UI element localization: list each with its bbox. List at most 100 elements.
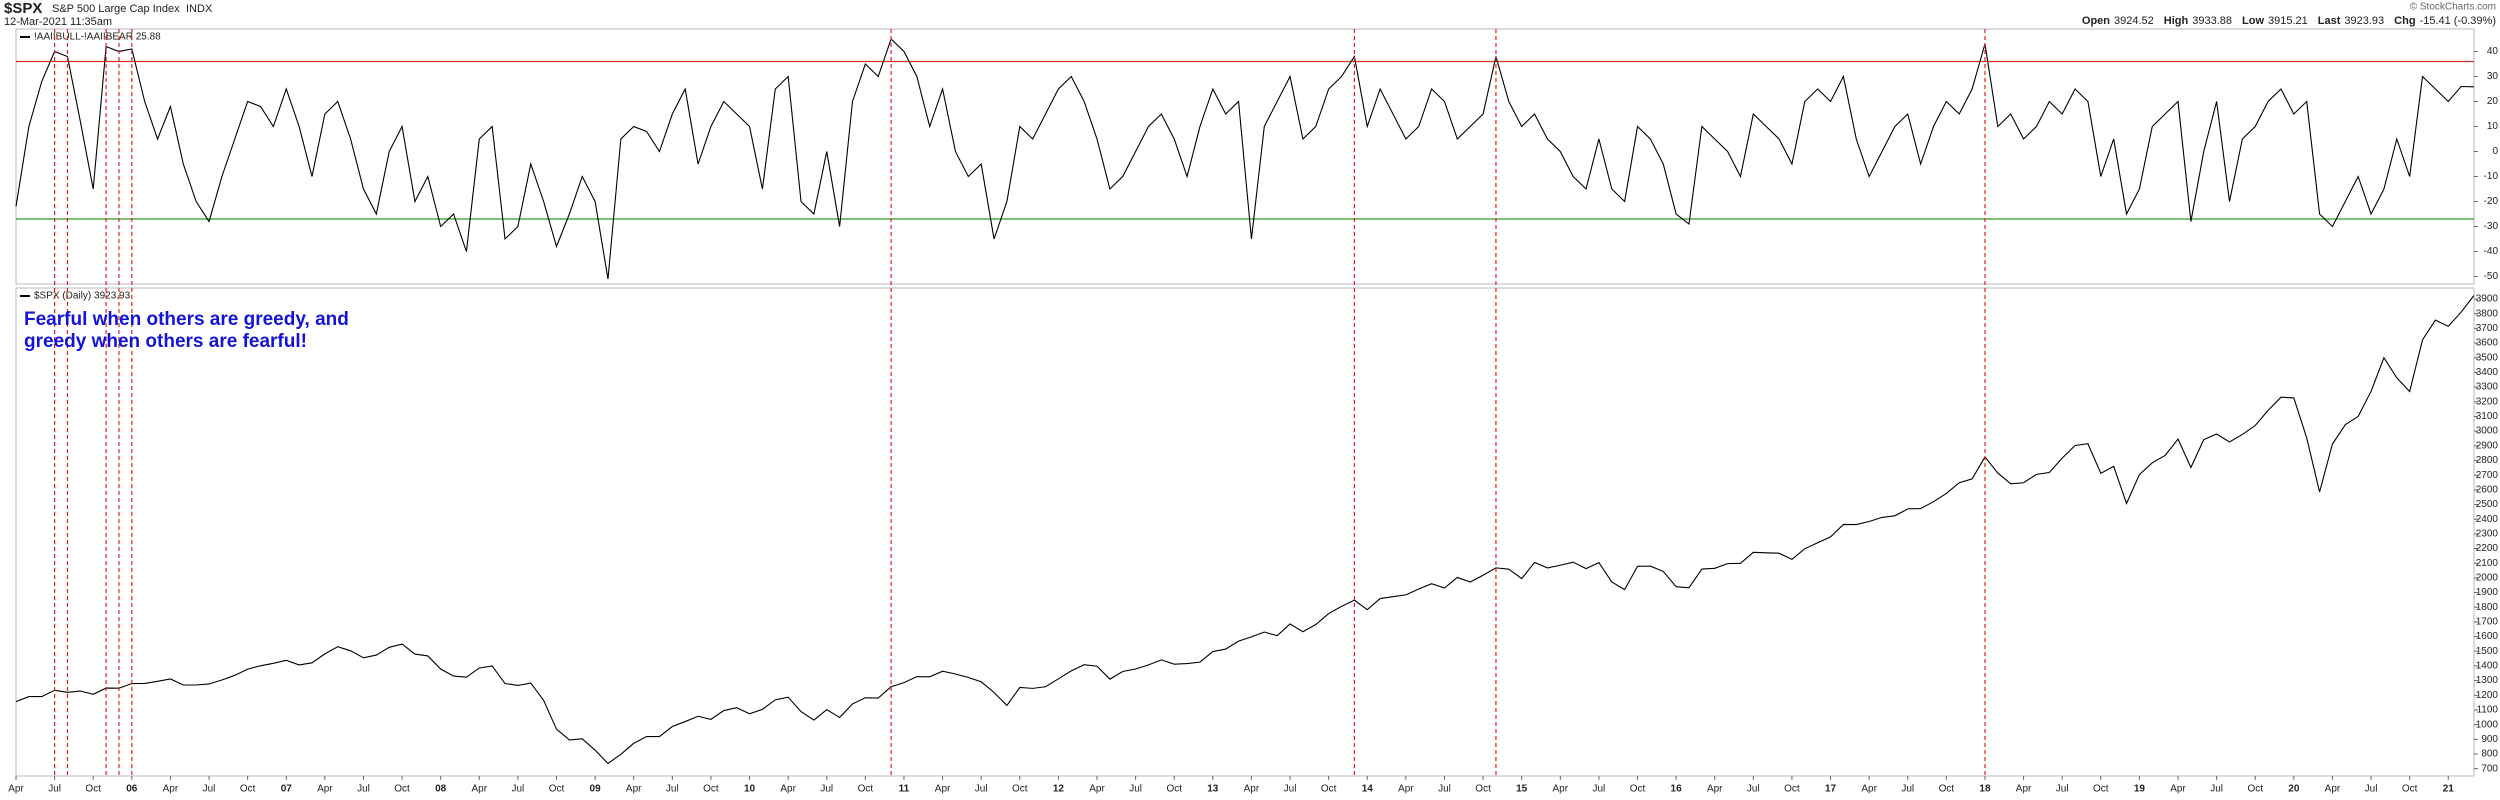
x-tick-label: Apr: [780, 784, 796, 795]
annotation: greedy when others are fearful!: [24, 331, 307, 352]
x-tick-label: Apr: [317, 784, 333, 795]
y-tick-label: 10: [2487, 121, 2499, 132]
price-line: [15, 38, 2475, 280]
x-tick-label: Jul: [666, 784, 679, 795]
x-tick-label: 14: [1362, 784, 1374, 795]
y-tick-label: 20: [2487, 96, 2499, 107]
x-tick-label: Oct: [703, 784, 719, 795]
y-tick-label: 30: [2487, 71, 2499, 82]
y-tick-label: 1300: [2476, 675, 2499, 686]
y-tick-label: 2700: [2476, 470, 2499, 481]
quote-value: 3933.88: [2192, 15, 2232, 27]
y-tick-label: 0: [2492, 146, 2498, 157]
y-tick-label: 2800: [2476, 455, 2499, 466]
y-tick-label: -40: [2484, 246, 2499, 257]
y-tick-label: 800: [2481, 749, 2498, 760]
x-tick-label: Oct: [394, 784, 410, 795]
quote-value: 3923.93: [2344, 15, 2384, 27]
quote-label: Open: [2082, 15, 2110, 27]
x-tick-label: Jul: [2056, 784, 2069, 795]
x-tick-label: Oct: [858, 784, 874, 795]
x-tick-label: Apr: [2170, 784, 2186, 795]
quote-value: 3915.21: [2268, 15, 2308, 27]
quote-label: Chg: [2394, 15, 2415, 27]
y-tick-label: 2300: [2476, 528, 2499, 539]
x-tick-label: Apr: [1553, 784, 1569, 795]
y-tick-label: 2600: [2476, 484, 2499, 495]
x-tick-label: 06: [126, 784, 138, 795]
y-tick-label: 3700: [2476, 323, 2499, 334]
y-tick-label: 1500: [2476, 646, 2499, 657]
y-tick-label: -50: [2484, 271, 2499, 282]
legend-label: !AAIIBULL-!AAIIBEAR 25.88: [34, 32, 161, 43]
x-tick-label: 13: [1207, 784, 1219, 795]
x-tick-label: Jul: [511, 784, 524, 795]
x-tick-label: Apr: [935, 784, 951, 795]
x-tick-label: 20: [2288, 784, 2300, 795]
x-tick-label: Oct: [1475, 784, 1491, 795]
panel-frame: [15, 28, 2475, 285]
date: 12-Mar-2021 11:35am: [4, 16, 112, 28]
x-tick-label: Apr: [626, 784, 642, 795]
x-tick-label: Oct: [1321, 784, 1337, 795]
x-tick-label: Jul: [48, 784, 61, 795]
x-tick-label: 08: [435, 784, 447, 795]
x-tick-label: Jul: [1129, 784, 1142, 795]
x-tick-label: Jul: [203, 784, 216, 795]
quote-label: Last: [2318, 15, 2341, 27]
x-tick-label: Apr: [8, 784, 24, 795]
x-tick-label: Jul: [1284, 784, 1297, 795]
x-tick-label: 12: [1053, 784, 1065, 795]
x-tick-label: Jul: [1438, 784, 1451, 795]
x-tick-label: Apr: [163, 784, 179, 795]
y-tick-label: 2200: [2476, 543, 2499, 554]
x-tick-label: Jul: [820, 784, 833, 795]
x-tick-label: Jul: [1593, 784, 1606, 795]
x-tick-label: Oct: [1630, 784, 1646, 795]
x-tick-label: 21: [2443, 784, 2455, 795]
y-tick-label: 3000: [2476, 426, 2499, 437]
y-tick-label: 1200: [2476, 690, 2499, 701]
index-name: S&P 500 Large Cap Index: [52, 3, 180, 15]
x-tick-label: Jul: [975, 784, 988, 795]
y-tick-label: 3500: [2476, 352, 2499, 363]
y-tick-label: 2500: [2476, 499, 2499, 510]
x-tick-label: Oct: [549, 784, 565, 795]
exchange: INDX: [186, 3, 213, 15]
x-tick-label: 19: [2134, 784, 2146, 795]
x-tick-label: Oct: [2093, 784, 2109, 795]
y-tick-label: 900: [2481, 734, 2498, 745]
x-tick-label: Oct: [85, 784, 101, 795]
y-tick-label: 2400: [2476, 514, 2499, 525]
x-tick-label: 17: [1825, 784, 1837, 795]
y-tick-label: -20: [2484, 196, 2499, 207]
x-tick-label: Apr: [1861, 784, 1877, 795]
y-tick-label: 3400: [2476, 367, 2499, 378]
copyright: © StockCharts.com: [2410, 2, 2496, 13]
y-tick-label: 3300: [2476, 382, 2499, 393]
x-tick-label: Oct: [1939, 784, 1955, 795]
y-tick-label: 3100: [2476, 411, 2499, 422]
x-tick-label: Apr: [1244, 784, 1260, 795]
y-tick-label: 1100: [2476, 705, 2498, 716]
x-tick-label: Apr: [2016, 784, 2032, 795]
x-tick-label: Jul: [1901, 784, 1914, 795]
x-tick-label: Jul: [1747, 784, 1760, 795]
x-tick-label: 16: [1671, 784, 1683, 795]
y-tick-label: 1800: [2476, 602, 2499, 613]
x-tick-label: Jul: [2210, 784, 2223, 795]
x-tick-label: Jul: [2365, 784, 2378, 795]
quote: Open 3924.52 High 3933.88 Low 3915.21 Last 3923…: [2082, 15, 2496, 27]
y-tick-label: -10: [2484, 171, 2499, 182]
y-tick-label: 2000: [2476, 573, 2499, 584]
annotation: Fearful when others are greedy, and: [24, 309, 349, 330]
symbol: $SPX: [4, 0, 42, 17]
x-tick-label: Oct: [2247, 784, 2263, 795]
x-tick-label: Apr: [1398, 784, 1414, 795]
x-tick-label: Apr: [472, 784, 488, 795]
x-tick-label: 10: [744, 784, 756, 795]
y-tick-label: 1000: [2476, 719, 2499, 730]
y-tick-label: 2900: [2476, 440, 2499, 451]
